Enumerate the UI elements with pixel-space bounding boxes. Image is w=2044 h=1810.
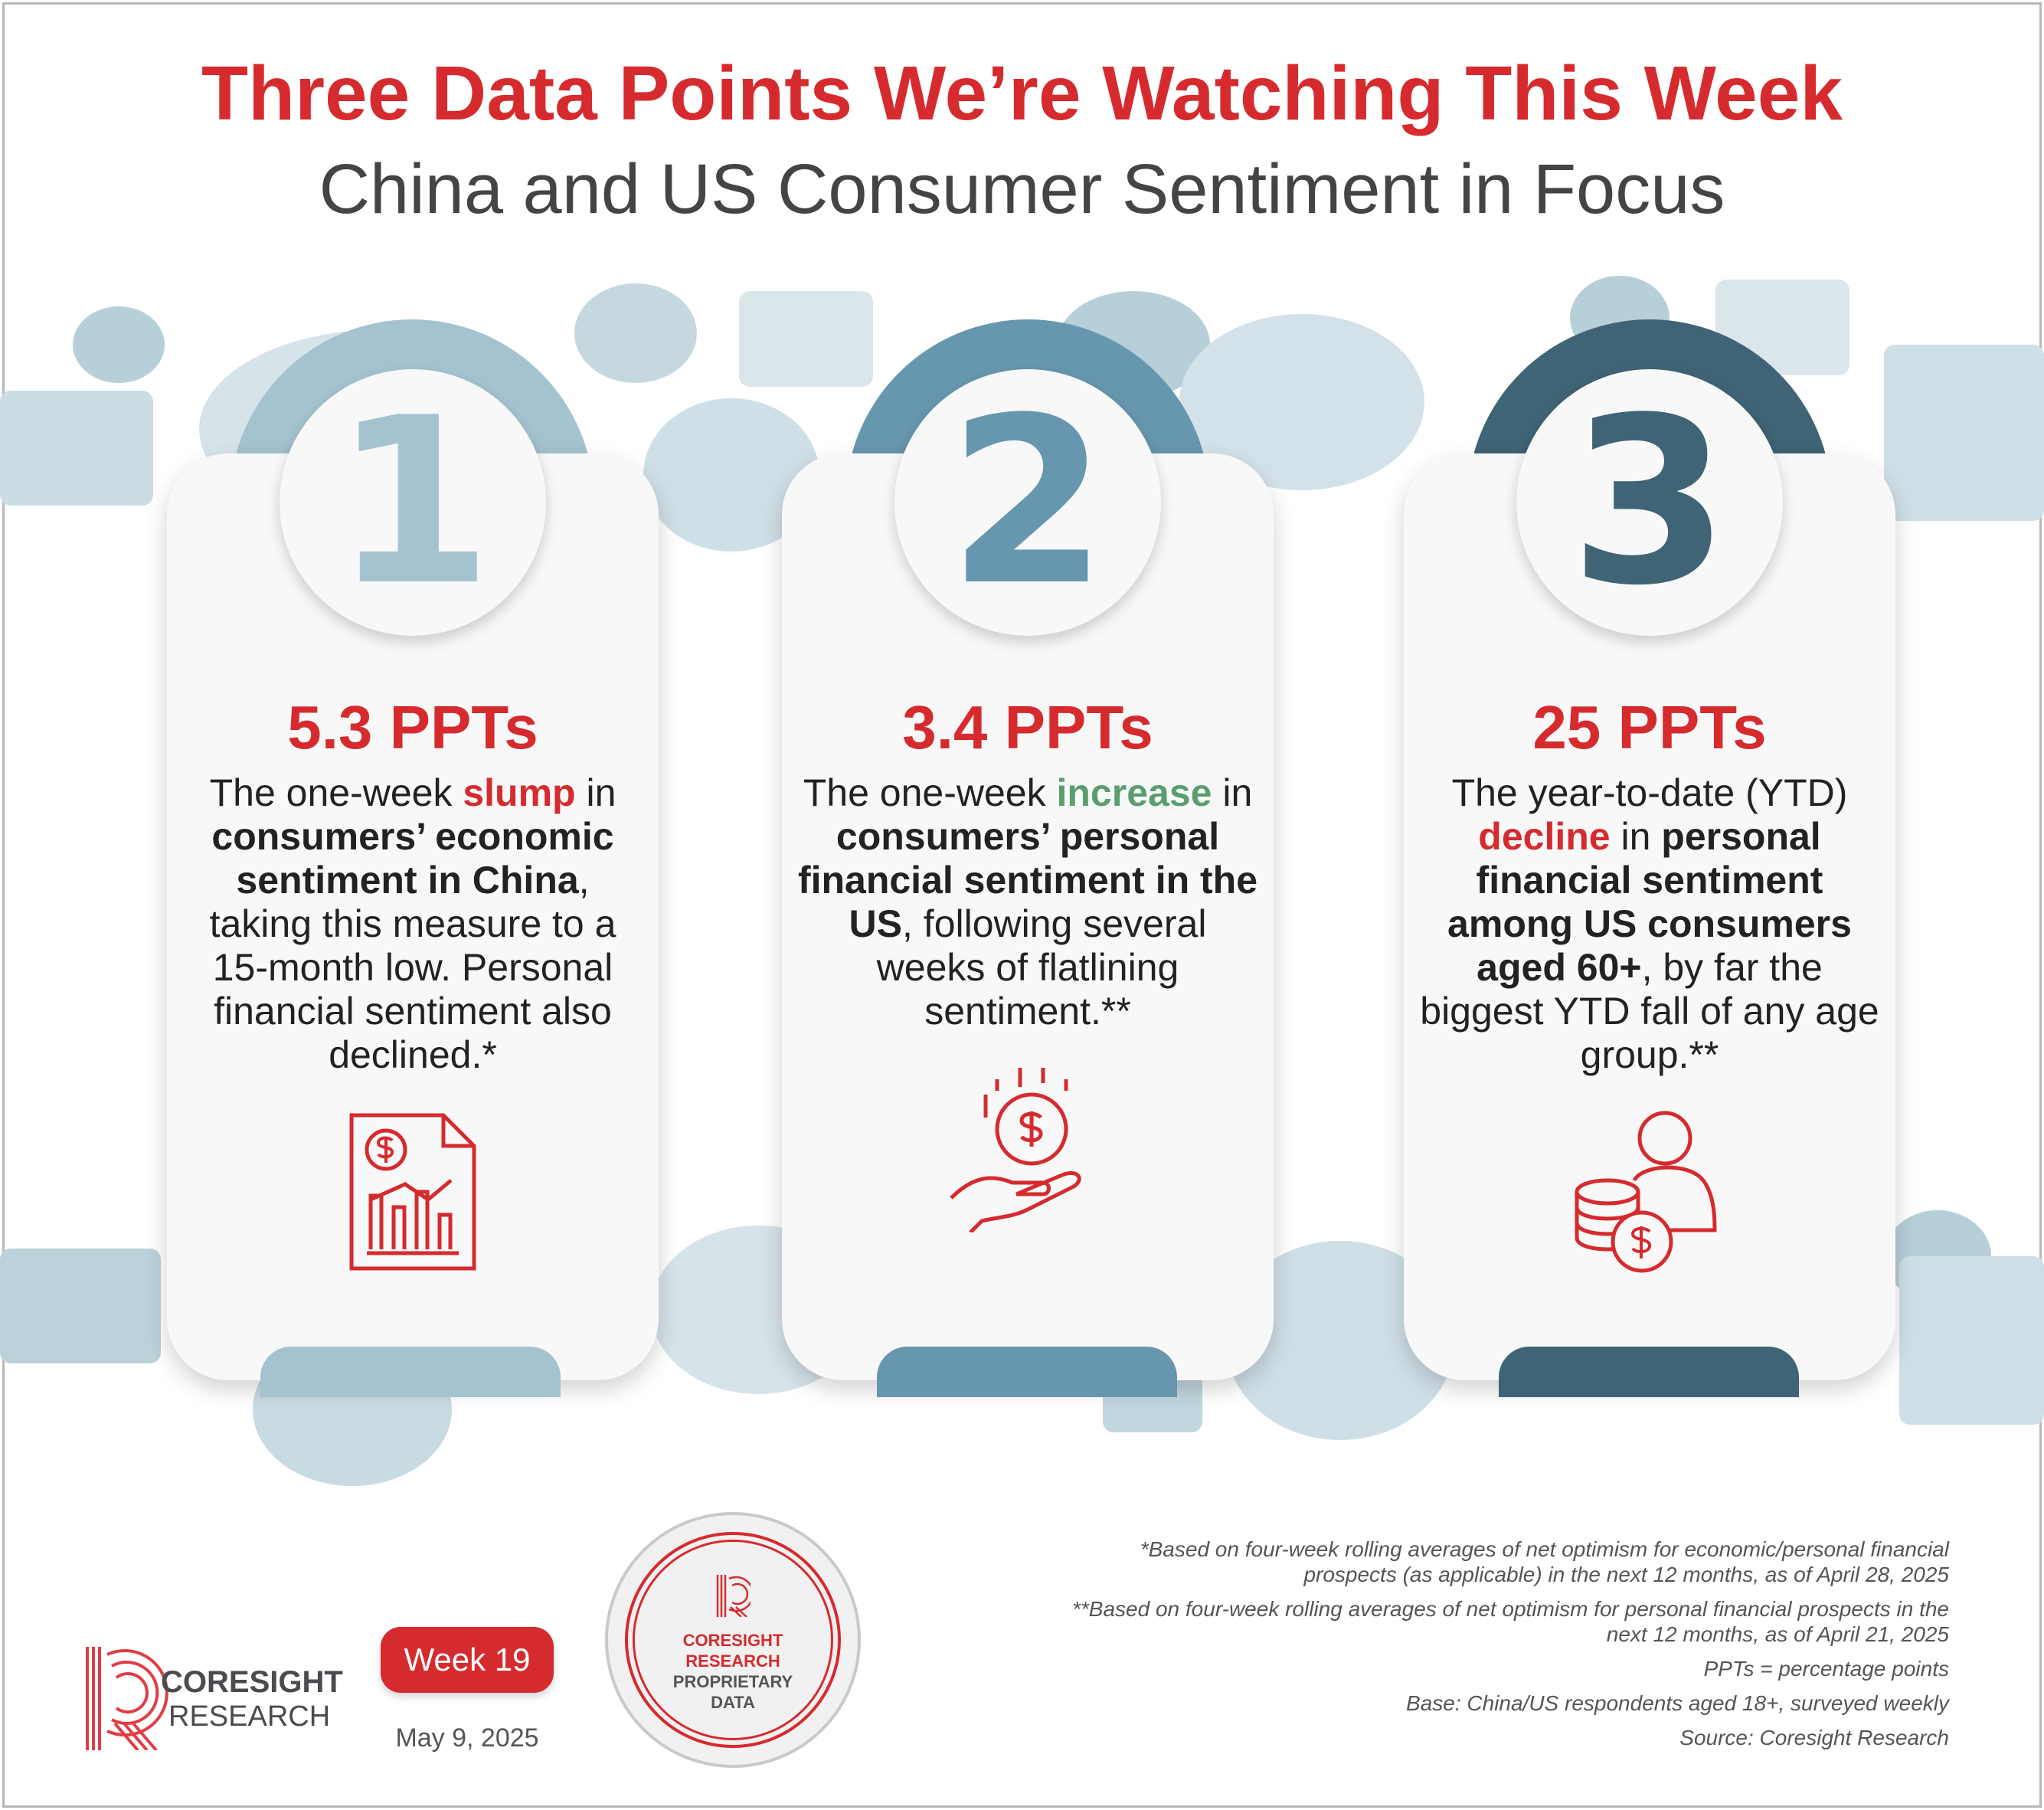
- card-3-description: The year-to-date (YTD) decline in person…: [1420, 771, 1879, 1076]
- page-subtitle: China and US Consumer Sentiment in Focus: [319, 150, 1725, 228]
- footnote-2: **Based on four-week rolling averages of…: [1072, 1597, 1949, 1646]
- card-1: 1 5.3 PPTs The one-week slump in consume…: [167, 369, 659, 1380]
- card-2-tab: [877, 1347, 1177, 1397]
- card-1-tab: [260, 1347, 561, 1397]
- proprietary-data-seal: CORESIGHT RESEARCH PROPRIETARY DATA: [605, 1512, 861, 1768]
- coresight-r-icon: [716, 1575, 751, 1617]
- seal-line-2: RESEARCH: [685, 1651, 780, 1671]
- card-1-description: The one-week slump in consumers’ economi…: [209, 771, 616, 1076]
- coresight-r-icon: [86, 1647, 168, 1752]
- card-2-description: The one-week increase in consumers’ pers…: [797, 771, 1258, 1033]
- coresight-logo: CORESIGHT RESEARCH: [84, 1647, 360, 1752]
- logo-line-1: CORESIGHT: [161, 1665, 343, 1699]
- card-2-number: 2: [894, 369, 1161, 636]
- seal-line-4: DATA: [711, 1693, 755, 1712]
- hand-dollar-coin-icon: [950, 1068, 1081, 1232]
- card-3-tab: [1499, 1347, 1799, 1397]
- footnote-source: Source: Coresight Research: [1679, 1726, 1949, 1749]
- card-3-headline: 25 PPTs: [1532, 693, 1767, 761]
- publish-date: May 9, 2025: [395, 1723, 539, 1753]
- footnote-ppts: PPTs = percentage points: [1703, 1657, 1949, 1681]
- person-coins-icon: [1575, 1111, 1717, 1273]
- card-1-number: 1: [280, 369, 546, 636]
- footnotes: *Based on four-week rolling averages of …: [1068, 1537, 1949, 1759]
- card-3: 3 25 PPTs The year-to-date (YTD) decline…: [1404, 369, 1895, 1380]
- card-3-number: 3: [1516, 369, 1783, 636]
- seal-line-3: PROPRIETARY: [672, 1672, 793, 1691]
- seal-line-1: CORESIGHT: [682, 1631, 783, 1650]
- card-1-headline: 5.3 PPTs: [287, 693, 538, 761]
- card-2-headline: 3.4 PPTs: [902, 693, 1153, 761]
- footnote-base: Base: China/US respondents aged 18+, sur…: [1406, 1691, 1949, 1715]
- card-2: 2 3.4 PPTs The one-week increase in cons…: [782, 369, 1274, 1380]
- page-title: Three Data Points We’re Watching This We…: [201, 51, 1843, 136]
- logo-line-2: RESEARCH: [168, 1700, 331, 1733]
- week-badge: Week 19: [381, 1627, 554, 1693]
- footnote-1: *Based on four-week rolling averages of …: [1140, 1537, 1949, 1586]
- financial-report-icon: [349, 1113, 476, 1271]
